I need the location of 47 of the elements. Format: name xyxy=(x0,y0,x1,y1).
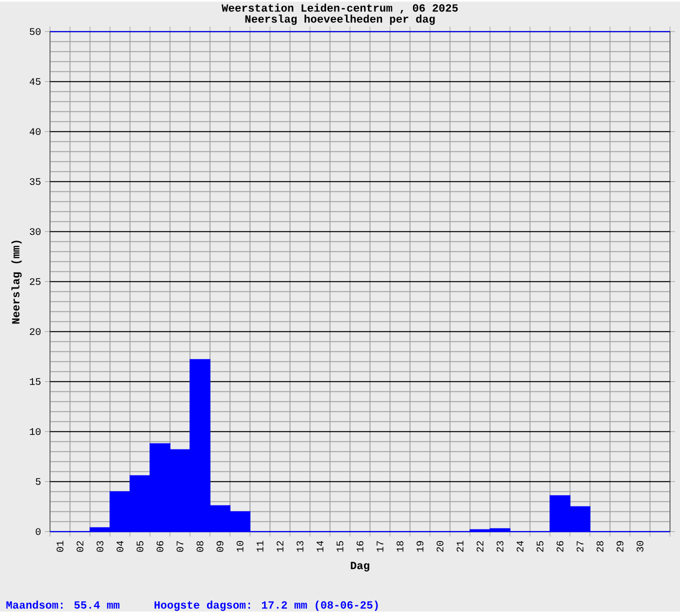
x-tick-label: 22 xyxy=(476,541,484,552)
x-tick-label: 17 xyxy=(376,541,384,552)
x-tick-label: 07 xyxy=(176,541,184,552)
y-tick-label: 10 xyxy=(30,428,41,436)
x-tick-label: 10 xyxy=(236,541,244,552)
x-tick-label: 13 xyxy=(296,541,304,552)
x-tick-label: 09 xyxy=(216,541,224,552)
x-tick-label: 06 xyxy=(156,541,164,552)
x-tick-label: 21 xyxy=(456,541,464,552)
y-tick-label: 25 xyxy=(30,278,41,286)
x-tick-label: 24 xyxy=(516,541,524,552)
x-tick-label: 15 xyxy=(336,541,344,552)
x-tick-label: 30 xyxy=(636,541,644,552)
x-tick-label: 16 xyxy=(356,541,364,552)
x-tick-label: 12 xyxy=(276,541,284,552)
y-axis-title: Neerslag (mm) xyxy=(11,240,22,324)
x-tick-label: 01 xyxy=(56,541,64,552)
text: Maandsom: 55.4 mm xyxy=(6,600,120,609)
x-tick-label: 29 xyxy=(616,541,624,552)
x-tick-label: 11 xyxy=(256,541,264,552)
y-tick-label: 40 xyxy=(30,128,41,136)
y-tick-label: 30 xyxy=(30,228,41,236)
x-tick-label: 25 xyxy=(536,541,544,552)
x-tick-label: 27 xyxy=(576,541,584,552)
text: Hoogste dagsom: 17.2 mm (08-06-25) xyxy=(154,600,378,612)
chart-title: Weerstation Leiden-centrum , 06 2025 xyxy=(222,4,458,14)
y-tick-label: 45 xyxy=(30,78,41,86)
x-tick-label: 03 xyxy=(96,541,104,552)
y-tick-label: 0 xyxy=(36,528,41,536)
y-tick-label: 20 xyxy=(30,328,41,336)
x-tick-label: 05 xyxy=(136,541,144,552)
x-tick-label: 18 xyxy=(396,541,404,552)
chart-subtitle: Neerslag hoeveelheden per dag xyxy=(245,14,435,26)
y-tick-label: 5 xyxy=(36,478,41,486)
x-tick-label: 28 xyxy=(596,541,604,552)
y-tick-label: 15 xyxy=(30,378,41,386)
x-tick-label: 19 xyxy=(416,541,424,552)
y-tick-label: 50 xyxy=(30,28,41,36)
x-tick-label: 23 xyxy=(496,541,504,552)
x-tick-label: 02 xyxy=(76,541,84,552)
x-axis-title: Dag xyxy=(350,562,370,572)
y-tick-label: 35 xyxy=(30,178,41,186)
x-tick-label: 26 xyxy=(556,541,564,552)
x-tick-label: 20 xyxy=(436,541,444,552)
x-tick-label: 08 xyxy=(196,541,204,552)
x-tick-label: 14 xyxy=(316,541,324,552)
x-tick-label: 04 xyxy=(116,541,124,552)
